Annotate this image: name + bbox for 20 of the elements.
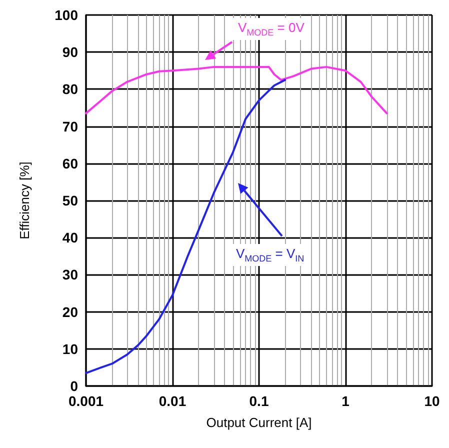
x-tick-label: 1	[342, 393, 350, 409]
y-tick-label: 70	[62, 118, 78, 134]
y-tick-label: 30	[62, 266, 78, 283]
y-tick-label: 40	[62, 230, 78, 246]
y-tick-label: 0	[70, 378, 78, 394]
x-tick-label: 0.001	[68, 393, 104, 409]
y-tick-label: 10	[62, 340, 78, 357]
y-tick-label: 80	[62, 81, 78, 98]
y-axis-title: Efficiency [%]	[17, 162, 32, 240]
y-tick-label: 90	[62, 44, 78, 60]
x-tick-label: 10	[424, 393, 440, 409]
x-tick-label: 0.1	[249, 393, 269, 409]
y-tick-label: 100	[54, 7, 78, 23]
annotation: V$_{MODE}$ = 0V	[232, 18, 310, 40]
x-tick-label: 0.01	[158, 393, 186, 409]
y-tick-label: 50	[62, 192, 78, 208]
y-tick-label: 20	[62, 304, 78, 320]
x-axis-title: Output Current [A]	[206, 415, 312, 430]
y-tick-label: 60	[62, 155, 78, 172]
annotation: V$_{MODE}$ = V$_{IN}$	[230, 244, 310, 266]
